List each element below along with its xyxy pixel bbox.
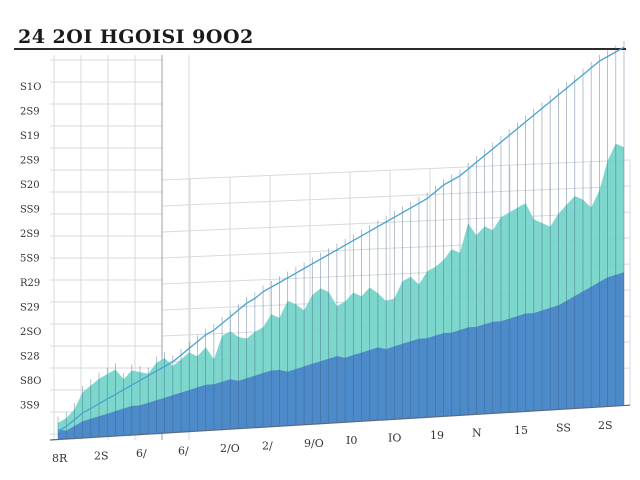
x-tick-label: 19 xyxy=(430,429,444,442)
bar-lines xyxy=(57,40,625,440)
y-tick-label: S28 xyxy=(20,352,40,363)
y-tick-label: 2S9 xyxy=(20,156,40,167)
grid-line-h xyxy=(161,211,631,233)
x-tick-label: 9/O xyxy=(304,437,324,450)
y-tick-label: SS9 xyxy=(20,205,40,216)
y-tick-label: S20 xyxy=(20,180,40,191)
y-tick-label: S8O xyxy=(20,376,41,387)
x-axis-ticks: 8R 2S 6/6/2/O 2/9/O I0 IO 19 N 15 SS 2S xyxy=(52,419,613,465)
grid-line-h xyxy=(161,159,631,181)
x-tick-label: I0 xyxy=(346,434,357,447)
x-tick-label: 15 xyxy=(514,424,528,437)
y-axis-ticks: S1O 2S9 S19 2S9 S20 SS9 2S9 5S9 R29 S29 2SO S28 S8O 3… xyxy=(20,82,41,412)
lower-area-series xyxy=(58,272,624,440)
y-tick-label: S29 xyxy=(20,303,40,314)
x-tick-label: N xyxy=(472,427,482,440)
y-tick-label: S19 xyxy=(20,131,40,142)
y-tick-label: R29 xyxy=(20,278,40,289)
x-tick-label: 2S xyxy=(94,449,109,462)
chart-areas xyxy=(58,143,624,440)
chart-title: 24 2OI HGOISI 9OO2 xyxy=(18,26,254,48)
y-tick-label: 2S9 xyxy=(20,229,40,240)
title-divider xyxy=(14,48,626,50)
y-tick-label: S1O xyxy=(20,82,41,93)
x-axis-baseline xyxy=(49,404,631,441)
x-tick-label: 2/ xyxy=(262,439,273,452)
y-tick-label: 3S9 xyxy=(20,401,40,412)
grid-line-h xyxy=(161,185,631,207)
x-tick-label: 2S xyxy=(598,419,613,432)
x-tick-label: 6/ xyxy=(178,444,189,457)
baseline-group xyxy=(49,404,631,441)
y-tick-label: 5S9 xyxy=(20,254,40,265)
x-tick-label: 6/ xyxy=(136,447,147,460)
x-tick-label: IO xyxy=(388,432,401,445)
x-tick-label: 2/O xyxy=(220,442,240,455)
trend-line-group xyxy=(57,46,625,432)
x-tick-label: 8R xyxy=(52,452,68,465)
y-tick-label: 2SO xyxy=(20,327,41,338)
y-tick-label: 2S9 xyxy=(20,107,40,118)
trend-line xyxy=(57,46,625,432)
x-tick-label: SS xyxy=(556,422,571,435)
